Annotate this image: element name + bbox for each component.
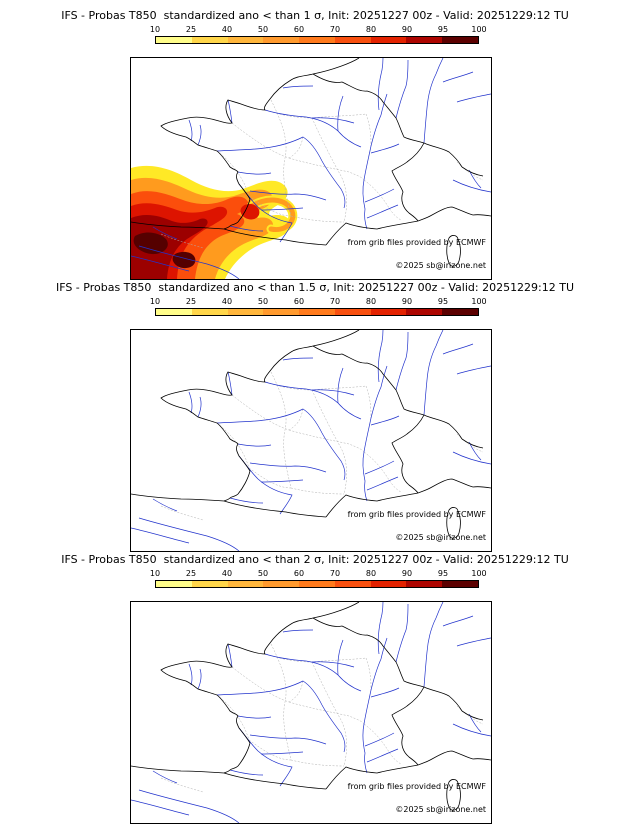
colorbar-tick-label: 10: [149, 297, 161, 306]
colorbar-segment: [191, 309, 228, 315]
colorbar-segment: [263, 581, 300, 587]
credit-provider: from grib files provided by ECMWF: [347, 782, 486, 791]
credit-copyright: ©2025 sb@irizone.net: [395, 533, 486, 542]
colorbar-tick-label: 25: [185, 25, 197, 34]
probability-colorbar: 10 25 40 50 60 70 80 90 95 100: [150, 297, 487, 316]
colorbar-bar: [155, 580, 479, 588]
colorbar-segment: [263, 37, 300, 43]
colorbar-segment: [227, 581, 264, 587]
credit-copyright: ©2025 sb@irizone.net: [395, 261, 486, 270]
colorbar-tick-label: 60: [293, 569, 305, 578]
colorbar-tick-label: 70: [329, 25, 341, 34]
colorbar-tick-label: 100: [471, 297, 487, 306]
colorbar-tick-labels: 10 25 40 50 60 70 80 90 95 100: [150, 297, 487, 307]
colorbar-tick-label: 25: [185, 297, 197, 306]
colorbar-tick-label: 95: [437, 569, 449, 578]
colorbar-tick-label: 50: [257, 25, 269, 34]
panel-proba-1sigma: IFS - Probas T850 standardized ano < tha…: [0, 6, 630, 280]
colorbar-tick-label: 95: [437, 297, 449, 306]
colorbar-segment: [156, 37, 192, 43]
colorbar-tick-label: 10: [149, 25, 161, 34]
colorbar-segment: [227, 309, 264, 315]
colorbar-segment: [406, 309, 443, 315]
map-france: from grib files provided by ECMWF ©2025 …: [130, 601, 492, 824]
colorbar-tick-label: 80: [365, 297, 377, 306]
colorbar-segment: [191, 37, 228, 43]
panel-title: IFS - Probas T850 standardized ano < tha…: [55, 281, 575, 294]
colorbar-tick-label: 90: [401, 25, 413, 34]
colorbar-tick-label: 50: [257, 297, 269, 306]
colorbar-tick-label: 50: [257, 569, 269, 578]
colorbar-tick-label: 60: [293, 297, 305, 306]
colorbar-tick-label: 90: [401, 297, 413, 306]
colorbar-segment: [334, 37, 371, 43]
colorbar-tick-label: 40: [221, 569, 233, 578]
colorbar-segment: [299, 37, 335, 43]
colorbar-tick-labels: 10 25 40 50 60 70 80 90 95 100: [150, 25, 487, 35]
colorbar-segment: [370, 309, 407, 315]
colorbar-segment: [406, 37, 443, 43]
colorbar-segment: [227, 37, 264, 43]
probability-colorbar: 10 25 40 50 60 70 80 90 95 100: [150, 25, 487, 44]
panel-title: IFS - Probas T850 standardized ano < tha…: [61, 553, 569, 566]
colorbar-tick-label: 95: [437, 25, 449, 34]
colorbar-segment: [156, 581, 192, 587]
colorbar-segment: [334, 581, 371, 587]
colorbar-tick-label: 80: [365, 569, 377, 578]
panel-proba-2sigma: IFS - Probas T850 standardized ano < tha…: [0, 550, 630, 824]
colorbar-segment: [442, 309, 479, 315]
colorbar-tick-label: 100: [471, 25, 487, 34]
colorbar-tick-label: 25: [185, 569, 197, 578]
colorbar-tick-labels: 10 25 40 50 60 70 80 90 95 100: [150, 569, 487, 579]
colorbar-segment: [370, 581, 407, 587]
colorbar-segment: [442, 37, 479, 43]
colorbar-segment: [299, 309, 335, 315]
colorbar-tick-label: 70: [329, 297, 341, 306]
colorbar-tick-label: 100: [471, 569, 487, 578]
map-france: from grib files provided by ECMWF ©2025 …: [130, 57, 492, 280]
credit-provider: from grib files provided by ECMWF: [347, 238, 486, 247]
colorbar-tick-label: 80: [365, 25, 377, 34]
colorbar-bar: [155, 36, 479, 44]
colorbar-segment: [370, 37, 407, 43]
colorbar-segment: [442, 581, 479, 587]
panel-title: IFS - Probas T850 standardized ano < tha…: [61, 9, 569, 22]
colorbar-tick-label: 70: [329, 569, 341, 578]
colorbar-segment: [191, 581, 228, 587]
colorbar-tick-label: 40: [221, 297, 233, 306]
colorbar-segment: [156, 309, 192, 315]
probability-colorbar: 10 25 40 50 60 70 80 90 95 100: [150, 569, 487, 588]
colorbar-segment: [263, 309, 300, 315]
colorbar-tick-label: 90: [401, 569, 413, 578]
colorbar-tick-label: 60: [293, 25, 305, 34]
colorbar-segment: [299, 581, 335, 587]
colorbar-segment: [334, 309, 371, 315]
colorbar-segment: [406, 581, 443, 587]
colorbar-tick-label: 10: [149, 569, 161, 578]
panel-proba-1p5sigma: IFS - Probas T850 standardized ano < tha…: [0, 278, 630, 552]
credit-copyright: ©2025 sb@irizone.net: [395, 805, 486, 814]
map-france: from grib files provided by ECMWF ©2025 …: [130, 329, 492, 552]
credit-provider: from grib files provided by ECMWF: [347, 510, 486, 519]
colorbar-bar: [155, 308, 479, 316]
colorbar-tick-label: 40: [221, 25, 233, 34]
